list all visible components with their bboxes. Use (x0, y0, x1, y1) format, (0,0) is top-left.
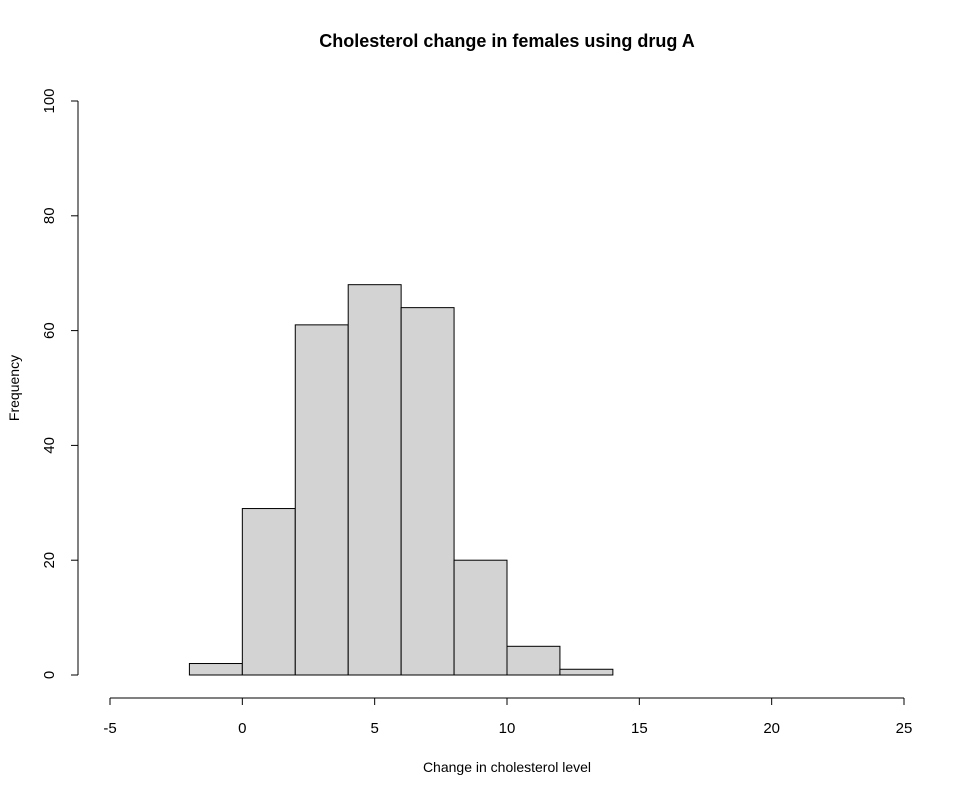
y-tick-label: 80 (41, 207, 58, 224)
histogram-bar-3 (347, 284, 402, 676)
histogram-bar-2 (294, 324, 349, 676)
histogram-bar-4 (400, 307, 455, 676)
y-tick-label: 60 (41, 322, 58, 339)
chart-title: Cholesterol change in females using drug… (319, 31, 694, 51)
x-tick-label: 15 (631, 720, 648, 737)
y-tick-label: 100 (41, 88, 58, 113)
histogram-bar-5 (453, 559, 508, 676)
x-tick-label: 0 (238, 720, 246, 737)
y-tick-label: 0 (41, 671, 58, 679)
histogram-bar-1 (241, 508, 296, 676)
x-tick-label: 5 (370, 720, 378, 737)
x-tick-label: 25 (896, 720, 913, 737)
x-tick-label: 20 (763, 720, 780, 737)
histogram-bar-7 (559, 668, 614, 676)
y-axis-title: Frequency (6, 355, 22, 421)
y-tick-label: 40 (41, 437, 58, 454)
y-tick-label: 20 (41, 552, 58, 569)
y-axis: 0 20 40 60 80 100 (41, 88, 79, 679)
x-axis: -5 0 5 10 15 20 25 (103, 697, 913, 737)
x-tick-label: -5 (103, 720, 116, 737)
histogram-bar-6 (506, 645, 561, 676)
bars-group (188, 284, 614, 676)
x-axis-title: Change in cholesterol level (423, 759, 591, 775)
histogram-bar-0 (188, 663, 243, 676)
x-tick-label: 10 (499, 720, 516, 737)
